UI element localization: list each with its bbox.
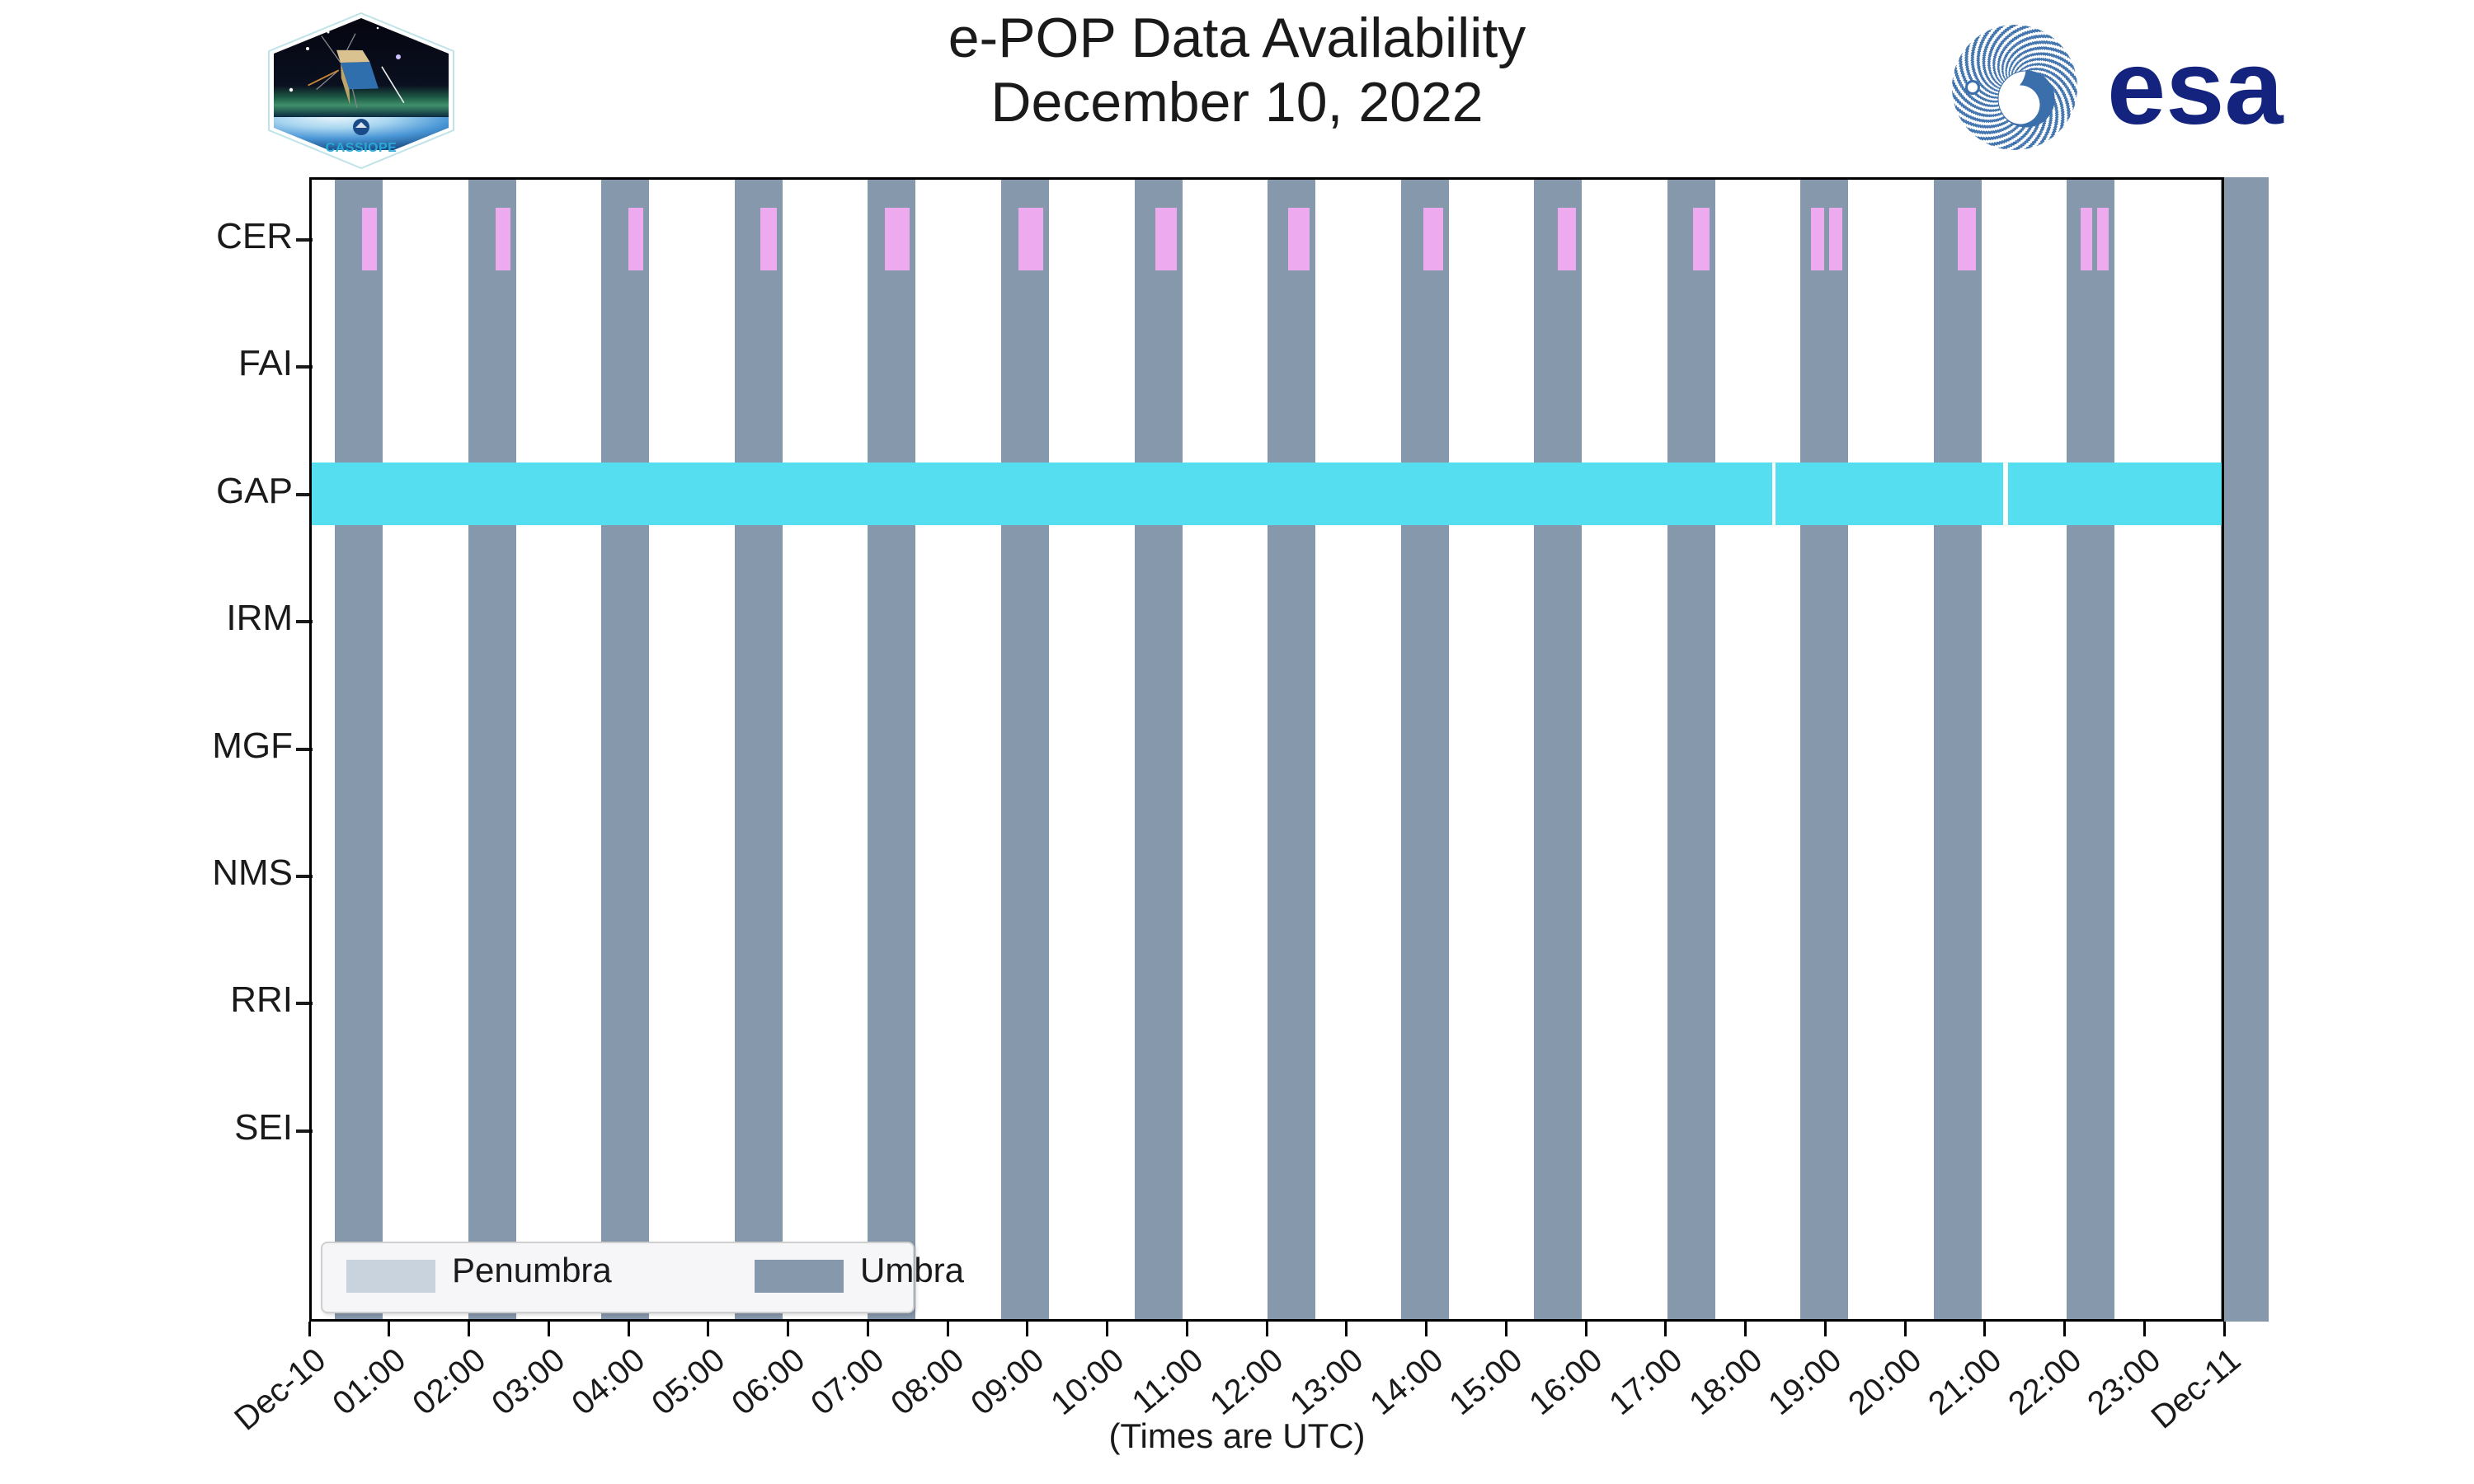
svg-text:CASSIOPE: CASSIOPE [326,141,397,155]
svg-text:esa: esa [2107,29,2284,147]
